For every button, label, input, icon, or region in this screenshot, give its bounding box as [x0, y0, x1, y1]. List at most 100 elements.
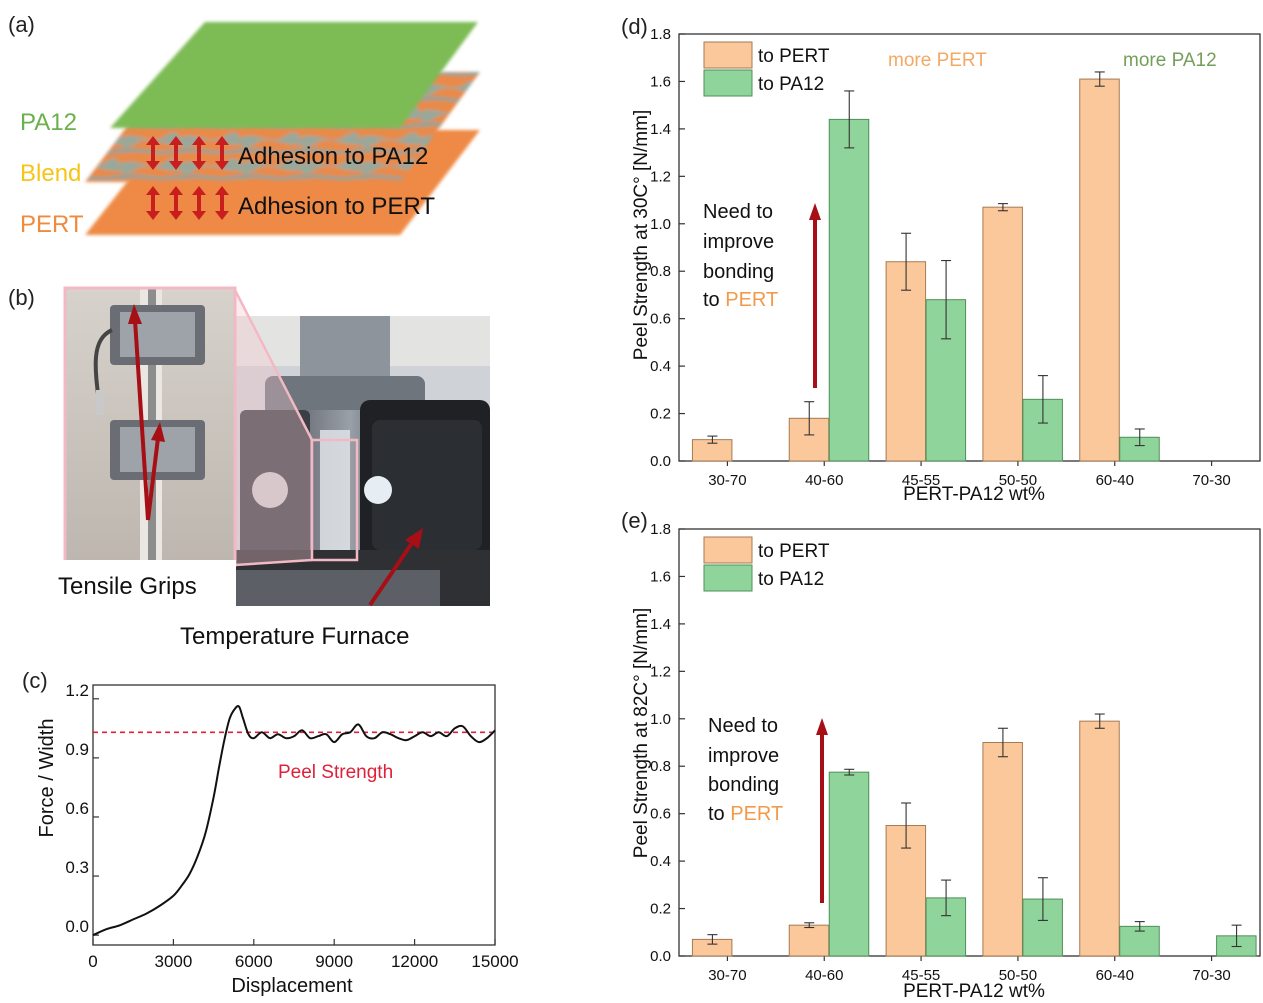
chart-d-annotation-line1: Need to	[703, 201, 773, 223]
chart-c-frame	[92, 684, 496, 946]
chart-c-ytick-label: 0.6	[65, 799, 89, 818]
chart-e-ytick-label: 1.8	[650, 521, 671, 538]
grip-arrows	[128, 304, 165, 521]
chart-d-xtick-label: 60-40	[1096, 472, 1134, 489]
chart-e-ytick-label: 0.8	[650, 758, 671, 775]
chart-d-ytick-label: 0.4	[650, 358, 671, 375]
chart-d-legend-swatch	[703, 69, 753, 97]
chart-e-annotation-pert: PERT	[730, 803, 783, 825]
chart-e-ytick-label: 0.0	[650, 948, 671, 965]
chart-c-xtick-label: 3000	[154, 952, 192, 971]
chart-c-curve	[92, 705, 496, 937]
chart-d-note-more-pa12: more PA12	[1123, 50, 1217, 71]
tensile-grips-label: Tensile Grips	[58, 573, 197, 600]
chart-d-legend-swatch	[703, 41, 753, 69]
layer-stack-diagram: PA12 Blend PERT Adhesion to PA12 Adhesio…	[20, 22, 480, 238]
chart-e-ytick-label: 0.2	[650, 901, 671, 918]
svg-text:to PERT: to PERT	[708, 803, 783, 825]
chart-e-peel-82c: 0.0 0.2 0.4 0.6 0.8 1.0 1.2 1.4 1.6 1.8 30-70 40-60…	[631, 521, 1261, 1002]
chart-e-ytick-label: 0.6	[650, 806, 671, 823]
chart-e-xtick-label: 70-30	[1192, 967, 1230, 984]
chart-c-ylabel: Force / Width	[36, 719, 58, 838]
chart-e-annotation-to: to	[708, 803, 725, 825]
chart-d-annotation-line2: improve	[703, 231, 774, 253]
chart-c-peel-annotation: Peel Strength	[278, 762, 393, 783]
svg-text:to PERT: to PERT	[703, 289, 778, 311]
chart-c-xtick-label: 9000	[315, 952, 353, 971]
chart-d-ytick-label: 0.6	[650, 311, 671, 328]
chart-d-bar-pert	[982, 206, 1023, 462]
chart-e-xtick-label: 45-55	[902, 967, 940, 984]
chart-d-xtick-label: 70-30	[1192, 472, 1230, 489]
chart-d-ytick-label: 1.8	[650, 26, 671, 43]
chart-e-bar-pa12	[828, 771, 870, 957]
chart-d-annotation-to: to	[703, 289, 720, 311]
adhesion-pert-arrows	[146, 186, 229, 220]
chart-e-xlabel: PERT-PA12 wt%	[903, 981, 1045, 1002]
chart-d-annotation: Need to improve bonding to PERT	[703, 201, 778, 311]
chart-d-ytick-label: 0.8	[650, 263, 671, 280]
chart-c-force-displacement: 0 3000 6000 9000 12000 15000 0.0 0.3 0.6 0.9 1.2 F…	[36, 681, 519, 997]
chart-c-ytick-label: 0.3	[65, 858, 89, 877]
chart-e-frame	[678, 528, 1261, 957]
chart-d-ylabel: Peel Strength at 30C° [N/mm]	[631, 110, 652, 360]
chart-e-ytick-label: 0.4	[650, 853, 671, 870]
panel-label-e: (e)	[621, 508, 648, 533]
chart-e-bar-pert	[982, 742, 1023, 957]
chart-d-xtick-label: 50-50	[999, 472, 1037, 489]
layer-label-blend: Blend	[20, 160, 81, 187]
chart-d-bar-pa12	[828, 118, 870, 462]
chart-c-ytick-label: 0.0	[65, 917, 89, 936]
chart-c-ytick-label: 0.9	[65, 740, 89, 759]
chart-c-xtick-label: 15000	[471, 952, 518, 971]
chart-e-xtick-label: 60-40	[1096, 967, 1134, 984]
chart-e-xtick-label: 30-70	[708, 967, 746, 984]
chart-d-bar-pert	[885, 261, 927, 462]
chart-d-ytick-label: 1.0	[650, 216, 671, 233]
temperature-furnace-label: Temperature Furnace	[180, 623, 409, 650]
chart-d-legend-label: to PA12	[758, 74, 824, 95]
chart-d-ytick-label: 1.6	[650, 73, 671, 90]
adhesion-pa12-arrows	[146, 136, 229, 170]
chart-e-legend-swatch	[703, 564, 753, 592]
chart-e-legend-label: to PERT	[758, 541, 830, 562]
chart-d-annotation-pert: PERT	[725, 289, 778, 311]
chart-e-ytick-label: 1.2	[650, 663, 671, 680]
chart-e-ytick-label: 1.0	[650, 711, 671, 728]
panel-label-a: (a)	[8, 12, 35, 37]
test-setup-photo: Tensile Grips Temperature Furnace	[0, 286, 585, 660]
chart-d-improve-arrow	[809, 203, 821, 388]
chart-e-ylabel: Peel Strength at 82C° [N/mm]	[631, 608, 652, 858]
chart-d-peel-30c: 0.0 0.2 0.4 0.6 0.8 1.0 1.2 1.4 1.6 1.8 30-70 40-60…	[631, 26, 1261, 505]
chart-e-annotation-line1: Need to	[708, 715, 778, 737]
chart-d-ytick-label: 1.4	[650, 121, 671, 138]
panel-label-c: (c)	[22, 668, 48, 693]
furnace-arrow	[368, 528, 423, 607]
chart-c-xtick-label: 12000	[391, 952, 438, 971]
panel-label-b: (b)	[8, 285, 35, 310]
chart-d-ytick-label: 0.0	[650, 453, 671, 470]
chart-e-ytick-label: 1.4	[650, 616, 671, 633]
chart-e-improve-arrow	[816, 718, 828, 903]
chart-e-legend-label: to PA12	[758, 569, 824, 590]
grip-inset	[63, 286, 237, 567]
zoom-lines	[235, 290, 312, 565]
chart-d-ytick-label: 0.2	[650, 406, 671, 423]
chart-c-xlabel: Displacement	[231, 975, 353, 997]
pa12-layer	[110, 22, 478, 128]
chart-d-xtick-label: 45-55	[902, 472, 940, 489]
layer-label-pa12: PA12	[20, 109, 77, 136]
chart-d-xtick-label: 40-60	[805, 472, 843, 489]
panel-label-d: (d)	[621, 14, 648, 39]
adhesion-pert-label: Adhesion to PERT	[238, 193, 435, 220]
chart-d-annotation-line3: bonding	[703, 261, 774, 283]
chart-e-xtick-label: 50-50	[999, 967, 1037, 984]
chart-d-ytick-label: 1.2	[650, 168, 671, 185]
chart-e-bar-pert	[788, 924, 830, 957]
chart-e-annotation-line2: improve	[708, 745, 779, 767]
zoom-box	[310, 438, 359, 562]
chart-d-frame	[678, 33, 1261, 462]
adhesion-pa12-label: Adhesion to PA12	[238, 143, 428, 170]
chart-e-ytick-label: 1.6	[650, 568, 671, 585]
chart-e-xtick-label: 40-60	[805, 967, 843, 984]
